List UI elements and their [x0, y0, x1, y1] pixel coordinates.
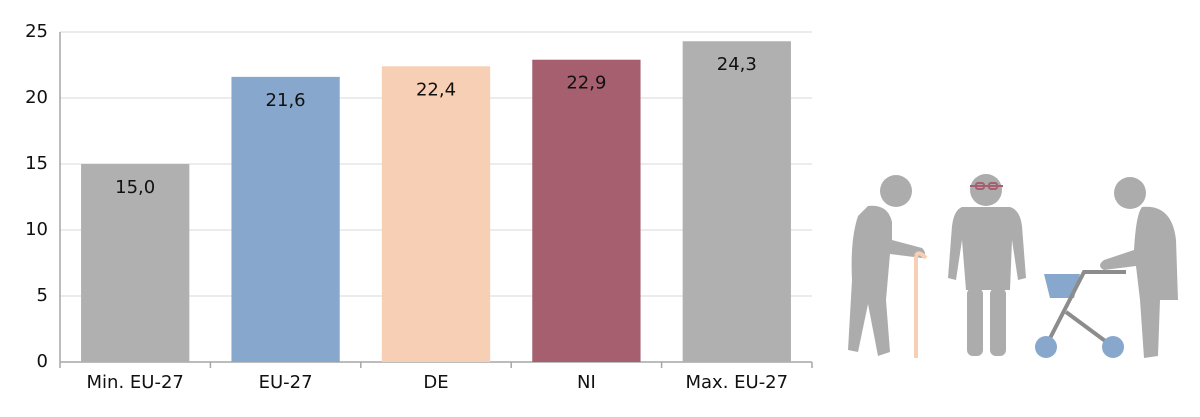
value-label: 24,3 [717, 54, 757, 75]
elderly-illustration [848, 174, 1178, 358]
bar [532, 59, 641, 362]
icon-body [1100, 206, 1178, 358]
icon-cane-handle [914, 251, 928, 260]
icon-leg [967, 288, 983, 356]
bar [81, 164, 190, 362]
x-tick-label: Min. EU-27 [87, 372, 184, 393]
icon-body [848, 205, 925, 356]
y-tick-label: 25 [25, 21, 48, 42]
icon-leg [990, 288, 1006, 356]
icon-wheel [1035, 336, 1057, 358]
y-tick-label: 0 [37, 351, 48, 372]
y-tick-label: 20 [25, 87, 48, 108]
bar [381, 66, 491, 362]
bar [682, 41, 791, 363]
x-tick-label: EU-27 [259, 372, 313, 393]
value-label: 22,4 [416, 79, 456, 100]
icon-body [948, 207, 1026, 290]
y-tick-label: 15 [25, 153, 48, 174]
icon-head [1114, 177, 1146, 209]
icon-head [970, 174, 1002, 206]
icon-head [880, 175, 912, 207]
y-tick-label: 5 [37, 285, 48, 306]
x-tick-label: NI [577, 372, 596, 393]
value-label: 15,0 [115, 177, 155, 198]
icon-wheel [1102, 336, 1124, 358]
value-label: 21,6 [266, 90, 306, 111]
plot-area: 0 5 10 15 20 25 15,0 Min. EU-27 21,6 EU-27 22,4 DE 2… [25, 21, 813, 393]
icon-walker-basket [1044, 274, 1080, 298]
x-tick-label: Max. EU-27 [685, 372, 788, 393]
x-tick-label: DE [423, 372, 448, 393]
value-label: 22,9 [566, 73, 606, 94]
y-tick-label: 10 [25, 219, 48, 240]
bar [231, 76, 340, 362]
